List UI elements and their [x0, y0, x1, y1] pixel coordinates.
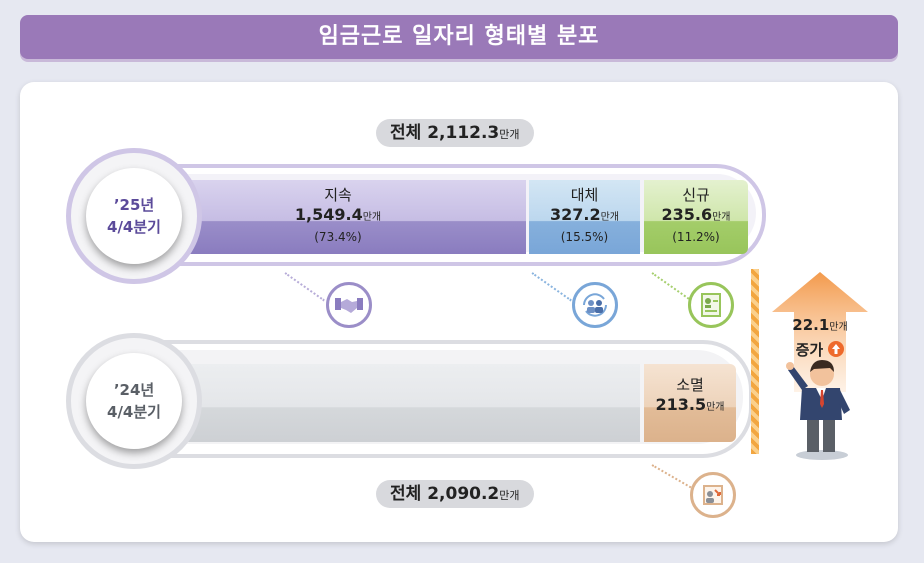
segment-new-pct: (11.2%) [672, 230, 720, 244]
dotted-connector [284, 272, 325, 302]
total-2024-value: 2,090.2 [427, 484, 500, 504]
handshake-icon [326, 282, 372, 328]
total-2024-pill: 전체 2,090.2만개 [376, 480, 534, 508]
total-2024-unit: 만개 [499, 489, 520, 502]
period-2025-quarter: 4/4분기 [107, 218, 161, 236]
segment-extinct: 소멸 213.5만개 [644, 364, 736, 442]
segment-continue-value: 1,549.4 [294, 205, 363, 224]
dotted-connector [651, 272, 692, 302]
segment-continue-name: 지속 [324, 186, 352, 204]
segment-replace-pct: (15.5%) [560, 230, 609, 244]
total-2025-pill: 전체 2,112.3만개 [376, 119, 534, 147]
segment-new-unit: 만개 [712, 212, 731, 223]
increase-unit: 만개 [829, 322, 848, 333]
segment-replace: 대체 327.2만개 (15.5%) [529, 180, 640, 254]
person-exit-icon [690, 472, 736, 518]
segment-continue: 지속 1,549.4만개 (73.4%) [150, 180, 526, 254]
segment-replace-unit: 만개 [600, 212, 619, 223]
segment-replace-name: 대체 [570, 186, 599, 204]
increase-text: 증가 [795, 341, 824, 359]
dotted-connector [651, 464, 695, 490]
segment-new: 신규 235.6만개 (11.2%) [644, 180, 748, 254]
total-2024-label: 전체 [390, 484, 422, 504]
period-2024-year: ’24년 [113, 381, 155, 399]
segment-extinct-value: 213.5 [655, 395, 707, 414]
diagram-panel: 전체 2,112.3만개 지속 1,549.4만개 (73.4%) 대체 327… [20, 82, 898, 542]
segment-continue-pct: (73.4%) [314, 230, 362, 244]
segment-continue-unit: 만개 [362, 212, 382, 223]
increase-value: 22.1 [792, 316, 830, 334]
increase-label: 22.1만개 증가 [782, 314, 858, 361]
segment-2024-base [150, 364, 640, 442]
person-cycle-icon [572, 282, 618, 328]
segment-extinct-unit: 만개 [706, 402, 725, 413]
page-title: 임금근로 일자리 형태별 분포 [20, 15, 898, 59]
increase-arrow-shape [772, 272, 868, 392]
period-2025-badge: ’25년 4/4분기 [86, 168, 182, 264]
period-2024-quarter: 4/4분기 [107, 403, 161, 421]
dotted-connector [531, 272, 572, 302]
total-2025-unit: 만개 [499, 128, 520, 141]
period-2025-year: ’25년 [113, 196, 155, 214]
period-2024-badge: ’24년 4/4분기 [86, 353, 182, 449]
segment-new-name: 신규 [682, 186, 710, 204]
segment-replace-value: 327.2 [549, 205, 601, 224]
segment-extinct-name: 소멸 [676, 376, 704, 394]
businessman-icon [786, 360, 850, 460]
total-2025-value: 2,112.3 [427, 123, 500, 143]
new-document-icon [688, 282, 734, 328]
total-2025-label: 전체 [390, 123, 422, 143]
segment-new-value: 235.6 [661, 205, 713, 224]
increase-bracket [751, 269, 759, 454]
up-arrow-icon [828, 341, 845, 357]
